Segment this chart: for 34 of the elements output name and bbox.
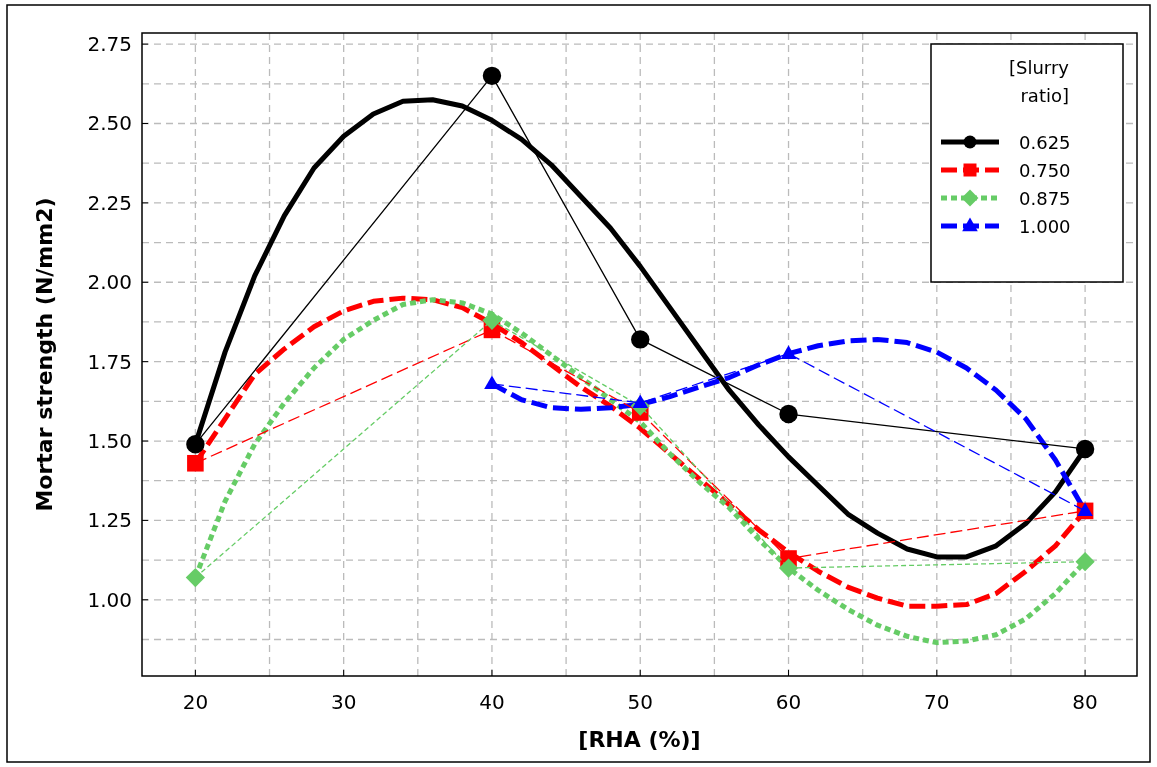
x-tick-label: 30 [330, 690, 357, 714]
x-axis-title: [RHA (%)] [578, 727, 701, 752]
point [632, 394, 649, 409]
y-tick-label: 2.00 [87, 270, 132, 295]
point [631, 330, 650, 349]
y-axis-title: Mortar strength (N/mm2) [32, 197, 57, 512]
point [1075, 439, 1095, 459]
point [779, 404, 798, 424]
y-tick-label: 2.50 [87, 111, 132, 136]
point [186, 435, 205, 454]
y-tick-label: 2.75 [87, 32, 132, 57]
x-tick-label: 50 [627, 690, 653, 714]
x-tick-label: 60 [775, 690, 802, 714]
legend-label: 1.000 [1019, 216, 1071, 237]
x-tick-label: 80 [1072, 690, 1098, 714]
point [1075, 552, 1095, 572]
point [482, 310, 502, 330]
point [778, 558, 799, 578]
y-tick-label: 2.25 [87, 190, 132, 215]
x-tick-label: 20 [182, 690, 209, 714]
legend-label: 0.875 [1019, 188, 1071, 209]
y-tick-label: 1.75 [87, 349, 132, 374]
point [482, 66, 502, 86]
y-tick-label: 1.50 [87, 429, 132, 454]
x-tick-label: 70 [924, 690, 950, 714]
legend-label: 0.750 [1019, 160, 1071, 181]
point [185, 567, 205, 588]
text: 1.00 [87, 587, 132, 612]
legend-label: 0.625 [1019, 132, 1071, 153]
point [780, 345, 797, 359]
x-tick-label: 40 [479, 690, 505, 714]
point [187, 454, 204, 472]
legend-title: [Slurry ratio] [1009, 57, 1070, 106]
y-tick-label: 1.25 [87, 508, 132, 533]
